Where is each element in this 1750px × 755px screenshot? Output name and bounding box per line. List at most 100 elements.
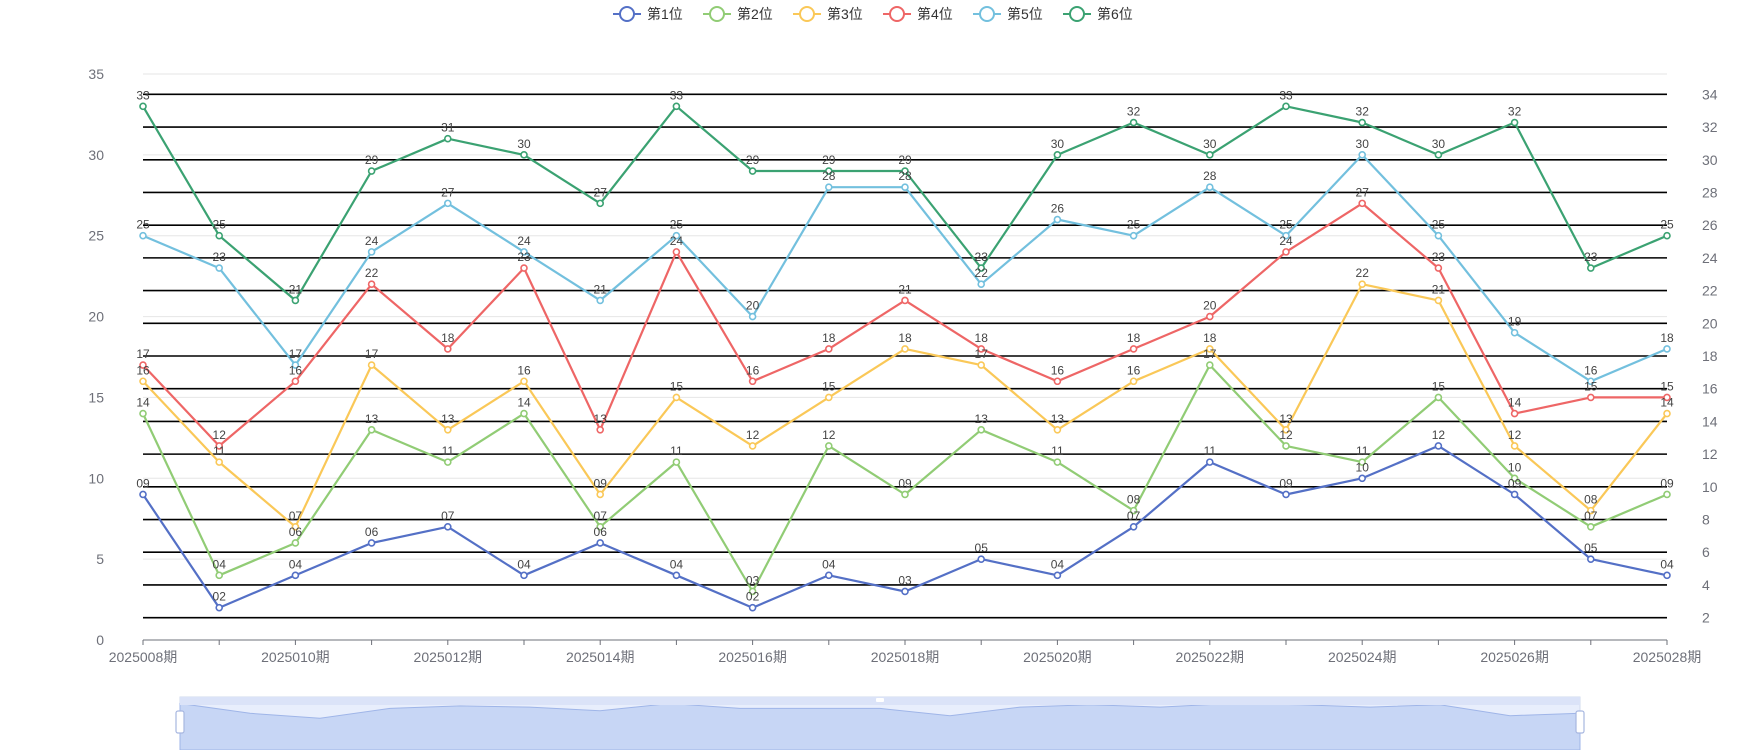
data-point[interactable] [748, 377, 757, 386]
data-point[interactable] [1206, 312, 1214, 321]
data-point[interactable] [1434, 442, 1443, 450]
data-point[interactable] [367, 539, 376, 547]
data-point[interactable] [1358, 474, 1366, 483]
data-point[interactable] [291, 377, 300, 386]
data-point[interactable] [901, 490, 909, 499]
data-point[interactable] [1587, 555, 1595, 563]
data-point[interactable] [291, 522, 300, 531]
data-point[interactable] [139, 490, 147, 499]
data-point[interactable] [443, 199, 452, 208]
data-point[interactable] [596, 490, 605, 499]
data-point[interactable] [291, 539, 300, 547]
data-point[interactable] [901, 167, 909, 175]
data-point[interactable] [824, 345, 833, 353]
data-point[interactable] [215, 442, 223, 450]
zoom-right-handle[interactable] [1575, 710, 1585, 734]
data-point[interactable] [1510, 490, 1519, 499]
data-point[interactable] [1587, 264, 1595, 272]
data-point[interactable] [1587, 522, 1595, 531]
data-point[interactable] [977, 280, 986, 289]
data-point[interactable] [748, 312, 757, 321]
data-point[interactable] [1282, 442, 1290, 450]
data-point[interactable] [596, 522, 605, 531]
data-point[interactable] [672, 248, 681, 256]
legend-item-4[interactable]: 第4位 [883, 6, 953, 22]
data-point[interactable] [1510, 118, 1519, 127]
data-point[interactable] [1663, 490, 1671, 499]
legend-item-2[interactable]: 第2位 [703, 6, 773, 22]
data-point[interactable] [1282, 490, 1290, 499]
legend-item-5[interactable]: 第5位 [973, 6, 1043, 22]
data-point[interactable] [367, 167, 376, 175]
data-point[interactable] [367, 425, 376, 434]
data-point[interactable] [215, 264, 223, 272]
data-point[interactable] [1129, 231, 1138, 240]
data-point[interactable] [672, 393, 681, 402]
data-point[interactable] [1129, 345, 1138, 353]
data-point[interactable] [443, 425, 452, 434]
data-point[interactable] [1053, 458, 1062, 466]
data-point[interactable] [215, 571, 223, 580]
data-point[interactable] [291, 571, 300, 580]
data-point[interactable] [1663, 409, 1671, 418]
data-point[interactable] [1587, 506, 1595, 515]
legend-item-6[interactable]: 第6位 [1063, 6, 1133, 22]
data-point[interactable] [1358, 151, 1366, 159]
data-zoom-slider[interactable] [175, 696, 1585, 751]
data-point[interactable] [1053, 215, 1062, 224]
data-point[interactable] [215, 458, 223, 466]
data-point[interactable] [139, 377, 147, 386]
data-point[interactable] [977, 361, 986, 369]
data-point[interactable] [1587, 377, 1595, 386]
legend[interactable]: 第1位 第2位 第3位 第4位 第5位 第6位 [613, 6, 1133, 22]
data-point[interactable] [443, 345, 452, 353]
data-point[interactable] [520, 409, 528, 418]
data-point[interactable] [367, 280, 376, 289]
data-point[interactable] [139, 102, 147, 111]
legend-item-1[interactable]: 第1位 [613, 6, 683, 22]
data-point[interactable] [291, 361, 300, 369]
data-point[interactable] [901, 345, 909, 353]
data-point[interactable] [901, 587, 909, 596]
data-point[interactable] [596, 539, 605, 547]
data-point[interactable] [520, 571, 528, 580]
data-point[interactable] [1434, 296, 1443, 305]
data-point[interactable] [1129, 377, 1138, 386]
data-point[interactable] [1434, 264, 1443, 272]
data-point[interactable] [1434, 393, 1443, 402]
legend-item-3[interactable]: 第3位 [793, 6, 863, 22]
data-point[interactable] [977, 425, 986, 434]
data-point[interactable] [824, 167, 833, 175]
data-point[interactable] [1358, 458, 1366, 466]
data-point[interactable] [1206, 345, 1214, 353]
data-point[interactable] [977, 555, 986, 563]
data-point[interactable] [1434, 151, 1443, 159]
data-point[interactable] [824, 442, 833, 450]
data-point[interactable] [1663, 393, 1671, 402]
data-point[interactable] [824, 571, 833, 580]
data-point[interactable] [672, 458, 681, 466]
data-point[interactable] [1663, 231, 1671, 240]
data-point[interactable] [215, 231, 223, 240]
data-point[interactable] [824, 183, 833, 191]
data-point[interactable] [977, 345, 986, 353]
data-point[interactable] [977, 264, 986, 272]
data-point[interactable] [1206, 458, 1214, 466]
data-point[interactable] [367, 248, 376, 256]
data-point[interactable] [1282, 425, 1290, 434]
data-point[interactable] [520, 377, 528, 386]
data-point[interactable] [1510, 474, 1519, 483]
data-point[interactable] [1282, 248, 1290, 256]
data-point[interactable] [1053, 377, 1062, 386]
data-point[interactable] [1663, 571, 1671, 580]
data-point[interactable] [901, 183, 909, 191]
data-point[interactable] [1053, 151, 1062, 159]
data-point[interactable] [1129, 522, 1138, 531]
data-point[interactable] [672, 102, 681, 111]
data-point[interactable] [748, 167, 757, 175]
data-point[interactable] [215, 603, 223, 612]
data-point[interactable] [443, 522, 452, 531]
data-point[interactable] [139, 409, 147, 418]
data-point[interactable] [672, 231, 681, 240]
data-point[interactable] [139, 361, 147, 369]
